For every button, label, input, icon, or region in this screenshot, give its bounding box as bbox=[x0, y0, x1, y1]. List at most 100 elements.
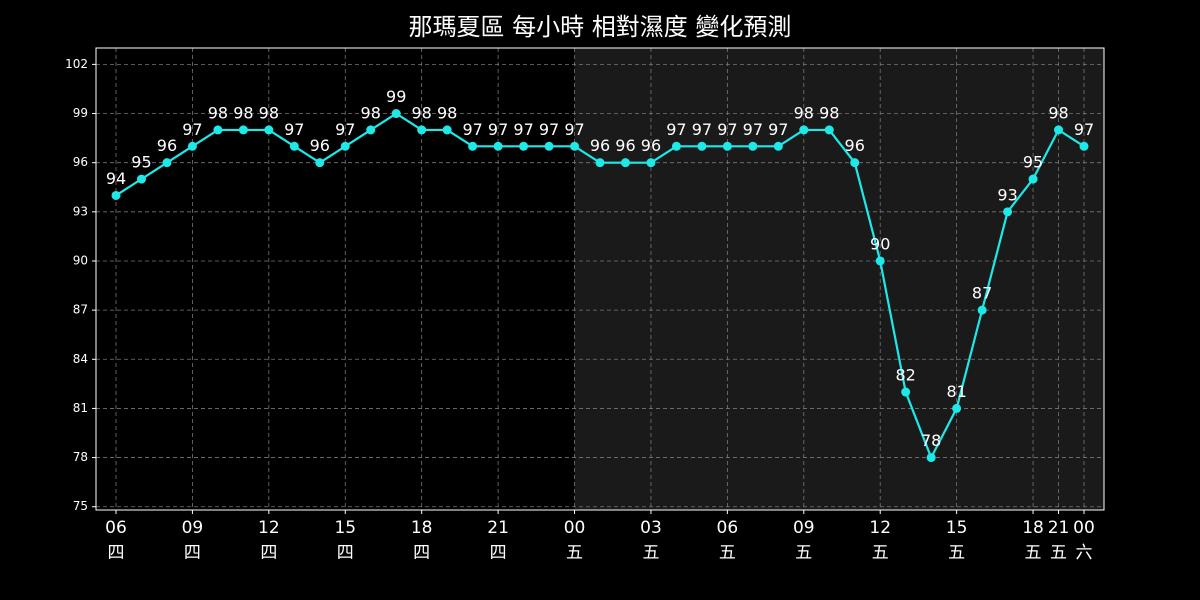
point bbox=[340, 141, 350, 151]
data-label: 97 bbox=[513, 120, 533, 139]
point bbox=[111, 190, 121, 200]
point bbox=[671, 141, 681, 151]
data-label: 96 bbox=[157, 136, 177, 155]
data-label: 98 bbox=[259, 103, 279, 122]
x-tick-label: 00 bbox=[564, 518, 586, 538]
data-label: 81 bbox=[946, 382, 966, 401]
data-label: 97 bbox=[564, 120, 584, 139]
data-label: 97 bbox=[539, 120, 559, 139]
data-label: 97 bbox=[768, 120, 788, 139]
point bbox=[519, 141, 529, 151]
x-tick-day: 五 bbox=[1025, 543, 1042, 563]
data-label: 98 bbox=[208, 103, 228, 122]
point bbox=[238, 125, 248, 135]
point bbox=[391, 109, 401, 119]
data-label: 94 bbox=[106, 169, 126, 188]
point bbox=[442, 125, 452, 135]
x-tick-label: 06 bbox=[105, 518, 127, 538]
plot-frame bbox=[95, 47, 1105, 511]
point bbox=[417, 125, 427, 135]
x-tick-label: 12 bbox=[258, 518, 280, 538]
point bbox=[620, 158, 630, 168]
point bbox=[544, 141, 554, 151]
data-label: 97 bbox=[462, 120, 482, 139]
data-label: 87 bbox=[972, 284, 992, 303]
x-tick-day: 五 bbox=[642, 543, 659, 563]
data-label: 96 bbox=[310, 136, 330, 155]
x-tick-day: 五 bbox=[719, 543, 736, 563]
x-tick-day: 四 bbox=[337, 543, 354, 563]
data-label: 95 bbox=[1023, 153, 1043, 172]
point bbox=[264, 125, 274, 135]
data-label: 97 bbox=[182, 120, 202, 139]
point bbox=[850, 158, 860, 168]
point bbox=[1028, 174, 1038, 184]
y-tick-label: 81 bbox=[73, 401, 88, 415]
x-tick-label: 12 bbox=[869, 518, 891, 538]
point bbox=[697, 141, 707, 151]
point bbox=[824, 125, 834, 135]
x-tick-label: 18 bbox=[411, 518, 433, 538]
data-label: 90 bbox=[870, 234, 890, 253]
point bbox=[977, 305, 987, 315]
y-tick-label: 93 bbox=[73, 204, 88, 218]
point bbox=[748, 141, 758, 151]
point bbox=[493, 141, 503, 151]
data-label: 97 bbox=[335, 120, 355, 139]
point bbox=[1054, 125, 1064, 135]
data-label: 93 bbox=[997, 185, 1017, 204]
x-tick-day: 五 bbox=[566, 543, 583, 563]
x-tick-day: 四 bbox=[260, 543, 277, 563]
x-tick-day: 五 bbox=[1050, 543, 1067, 563]
x-tick-day: 四 bbox=[413, 543, 430, 563]
y-tick-label: 102 bbox=[65, 57, 88, 71]
x-tick-label: 03 bbox=[640, 518, 662, 538]
data-label: 98 bbox=[794, 103, 814, 122]
point bbox=[468, 141, 478, 151]
x-tick-label: 21 bbox=[487, 518, 509, 538]
shaded-region bbox=[574, 48, 1104, 510]
y-tick-label: 78 bbox=[73, 450, 88, 464]
x-tick-day: 五 bbox=[795, 543, 812, 563]
x-tick-label: 09 bbox=[793, 518, 815, 538]
x-tick-label: 18 bbox=[1022, 518, 1044, 538]
point bbox=[722, 141, 732, 151]
data-label: 97 bbox=[488, 120, 508, 139]
point bbox=[570, 141, 580, 151]
x-tick-label: 06 bbox=[717, 518, 739, 538]
x-tick-label: 00 bbox=[1073, 518, 1095, 538]
point bbox=[162, 158, 172, 168]
x-tick-label: 15 bbox=[334, 518, 356, 538]
x-tick-day: 五 bbox=[948, 543, 965, 563]
data-label: 99 bbox=[386, 87, 406, 106]
point bbox=[187, 141, 197, 151]
point bbox=[366, 125, 376, 135]
data-label: 97 bbox=[666, 120, 686, 139]
y-tick-label: 87 bbox=[73, 303, 88, 317]
data-label: 98 bbox=[412, 103, 432, 122]
data-label: 97 bbox=[743, 120, 763, 139]
data-label: 78 bbox=[921, 431, 941, 450]
data-label: 98 bbox=[1048, 103, 1068, 122]
data-label: 97 bbox=[692, 120, 712, 139]
data-label: 98 bbox=[819, 103, 839, 122]
data-label: 96 bbox=[845, 136, 865, 155]
point bbox=[901, 387, 911, 397]
data-label: 96 bbox=[615, 136, 635, 155]
y-tick-label: 75 bbox=[73, 499, 88, 513]
point bbox=[1003, 207, 1013, 217]
x-tick-day: 四 bbox=[108, 543, 125, 563]
point bbox=[799, 125, 809, 135]
point bbox=[952, 403, 962, 413]
data-label: 97 bbox=[717, 120, 737, 139]
point bbox=[315, 158, 325, 168]
data-label: 96 bbox=[590, 136, 610, 155]
point bbox=[213, 125, 223, 135]
x-tick-label: 21 bbox=[1048, 518, 1070, 538]
data-label: 97 bbox=[1074, 120, 1094, 139]
point bbox=[1079, 141, 1089, 151]
point bbox=[926, 453, 936, 463]
y-tick-label: 90 bbox=[73, 253, 88, 267]
point bbox=[136, 174, 146, 184]
point bbox=[289, 141, 299, 151]
